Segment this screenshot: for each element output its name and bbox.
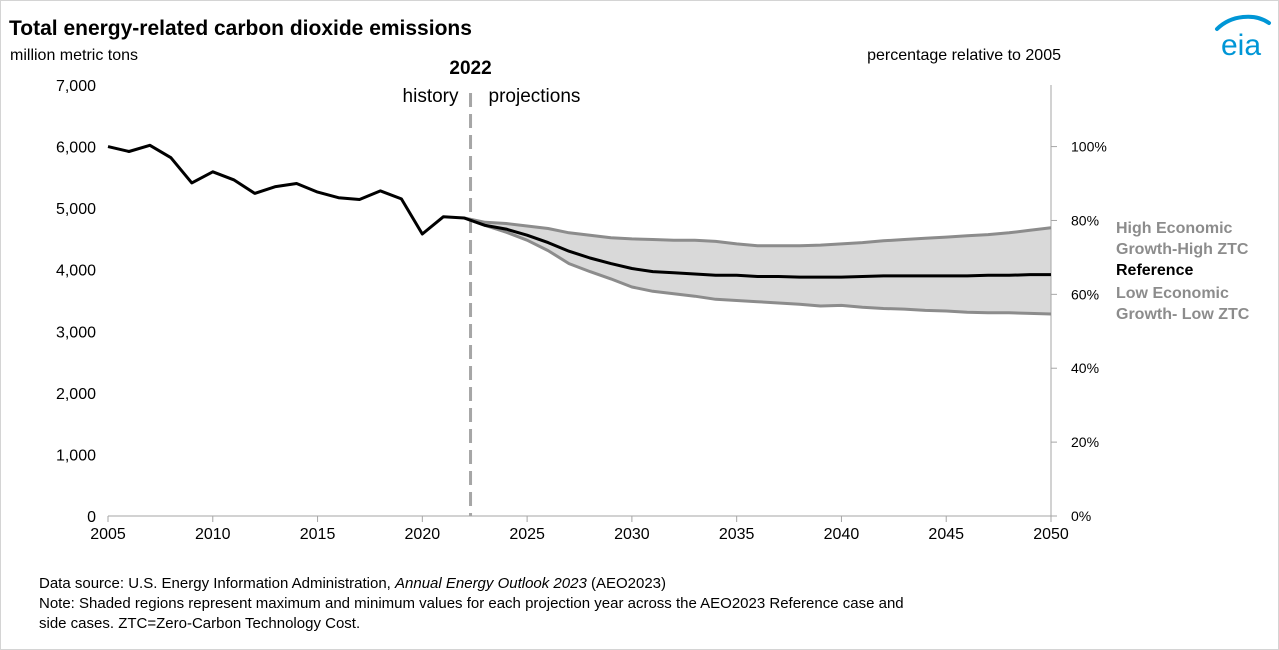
series-line-high-economic-growth (463, 216, 1052, 248)
y-tick-label: 6,000 (56, 140, 96, 157)
legend-label-low: Low Economic (1116, 285, 1229, 302)
note-line-2: side cases. ZTC=Zero-Carbon Technology C… (39, 615, 361, 632)
y-tick-label: 5,000 (56, 201, 96, 218)
x-tick-label: 2020 (405, 526, 441, 543)
chart-footer: Data source: U.S. Energy Information Adm… (39, 574, 1139, 634)
x-tick-label: 2030 (614, 526, 650, 543)
projection-range-band (464, 218, 1051, 314)
source-suffix: (AEO2023) (586, 575, 667, 592)
source-prefix: Data source: U.S. Energy Information Adm… (39, 575, 395, 592)
y-tick-label: 7,000 (56, 78, 96, 95)
note-line-1: Note: Shaded regions represent maximum a… (39, 595, 904, 612)
divider-year-label: 2022 (449, 58, 491, 79)
eia-logo: eia (1215, 14, 1271, 59)
x-tick-label: 2025 (509, 526, 545, 543)
data-source-line: Data source: U.S. Energy Information Adm… (39, 574, 1139, 594)
y-tick-label: 4,000 (56, 263, 96, 280)
y-tick-label: 2,000 (56, 386, 96, 403)
x-tick-label: 2010 (195, 526, 231, 543)
projections-label: projections (489, 86, 581, 107)
series-line-reference (107, 143, 1051, 279)
history-label: history (403, 86, 459, 107)
legend-label-high-line2: Growth-High ZTC (1116, 241, 1249, 258)
chart-title: Total energy-related carbon dioxide emis… (9, 17, 472, 40)
logo-text: eia (1221, 29, 1261, 59)
line-chart: 2005 2010 2015 2020 2025 2030 2035 2040 2045 2050… (56, 58, 1250, 543)
y2-tick-label: 20% (1071, 434, 1099, 450)
secondary-y-axis-unit-label: percentage relative to 2005 (867, 47, 1061, 64)
x-tick-label: 2005 (90, 526, 126, 543)
x-tick-label: 2015 (300, 526, 336, 543)
y2-tick-label: 100% (1071, 139, 1107, 155)
y-tick-label: 3,000 (56, 324, 96, 341)
source-title: Annual Energy Outlook 2023 (395, 575, 587, 592)
legend-label-low-line2: Growth- Low ZTC (1116, 306, 1250, 323)
series-line-low-economic-growth (463, 216, 1052, 316)
legend-label-reference: Reference (1116, 262, 1193, 279)
x-tick-label: 2035 (719, 526, 755, 543)
y2-tick-label: 80% (1071, 212, 1099, 228)
logo-swoosh-icon (1215, 14, 1271, 31)
x-tick-label: 2040 (824, 526, 860, 543)
x-tick-label: 2050 (1033, 526, 1069, 543)
y-axis-unit-label: million metric tons (10, 47, 139, 64)
legend-label-high: High Economic (1116, 220, 1233, 237)
x-tick-label: 2045 (928, 526, 964, 543)
y2-tick-label: 0% (1071, 508, 1091, 524)
y-tick-label: 0 (87, 509, 96, 526)
y2-tick-label: 40% (1071, 360, 1099, 376)
y2-tick-label: 60% (1071, 286, 1099, 302)
y-tick-label: 1,000 (56, 447, 96, 464)
